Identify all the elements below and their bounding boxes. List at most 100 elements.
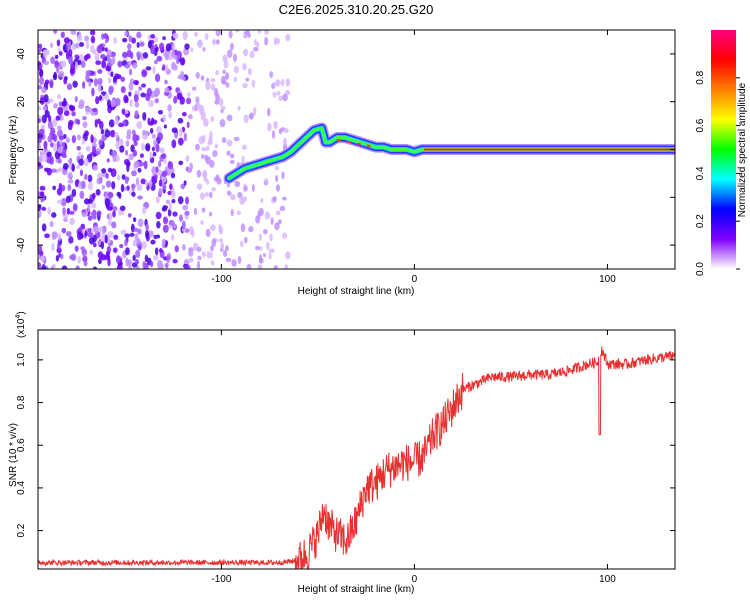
colorbar-tick-label: 0.8 [695, 70, 706, 84]
spectrogram-speckle [274, 166, 280, 171]
spectrogram-speckle [108, 215, 113, 222]
spectrogram-speckle [254, 245, 261, 251]
spectrogram-speckle [197, 255, 202, 261]
spectrogram-speckle [126, 49, 132, 58]
colorbar-tick-label: 0.2 [695, 214, 706, 228]
spectrogram-speckle [198, 107, 205, 115]
spectrogram-speckle [239, 196, 245, 205]
spectrogram-speckle [68, 49, 73, 57]
spectrogram-speckle [124, 31, 128, 37]
spectrogram-speckle [282, 93, 288, 102]
spectrogram-speckle [222, 250, 228, 257]
spectrogram-speckle [55, 254, 60, 262]
spectrogram-speckle [165, 254, 171, 261]
spectrogram-speckle [220, 242, 225, 250]
spectrogram-speckle [244, 236, 248, 244]
spectrogram-speckle [124, 239, 128, 247]
spectrogram-speckle [113, 36, 117, 45]
spectrogram-speckle [67, 184, 72, 191]
spectrogram-speckle [211, 187, 216, 192]
spectrogram-speckle [92, 164, 99, 171]
spectrogram-speckle [145, 142, 151, 152]
spectrogram-speckle [145, 229, 150, 239]
spectrogram-speckle [43, 49, 48, 58]
spectrogram-speckle [122, 37, 128, 43]
spectrogram-speckle [132, 133, 138, 143]
spectrogram-speckle [201, 154, 205, 160]
spectrogram-speckle [68, 119, 74, 126]
spectrogram-speckle [85, 145, 91, 152]
spectrogram-speckle [272, 91, 277, 98]
spectrogram-speckle [285, 33, 291, 42]
spectrogram-speckle [113, 120, 119, 125]
spectrogram-speckle [188, 249, 194, 257]
spectrogram-speckle [65, 138, 70, 144]
spectrogram-speckle [177, 117, 184, 124]
spectrogram-speckle [38, 128, 45, 135]
spectrogram-speckle [189, 225, 194, 235]
spectrogram-speckle [172, 43, 176, 51]
spectrogram-speckle [80, 154, 84, 160]
spectrogram-speckle [53, 30, 58, 34]
spectrogram-speckle [54, 54, 59, 60]
spectrogram-speckle [102, 227, 106, 234]
snr-xtick-label: -100 [211, 574, 231, 585]
spectrogram-speckle [69, 104, 73, 110]
spectrogram-ytick-label: -20 [16, 190, 27, 205]
spectrogram-speckle [169, 183, 173, 190]
spectrogram-speckle [62, 207, 66, 216]
spectrogram-speckle [75, 265, 80, 269]
spectrogram-speckle [112, 247, 118, 253]
spectrogram-speckle [184, 264, 191, 269]
spectrogram-speckle [81, 211, 86, 217]
spectrogram-speckle [230, 153, 235, 159]
spectrogram-speckle [119, 244, 124, 249]
spectrogram-speckle [129, 232, 135, 237]
spectrogram-speckle [96, 210, 102, 217]
spectrogram-speckle [128, 262, 132, 269]
spectrogram-speckle [84, 230, 88, 237]
spectrogram-speckle [88, 237, 95, 245]
spectrogram-speckle [133, 140, 138, 146]
spectrogram-speckle [275, 79, 281, 87]
spectrogram-speckle [271, 130, 276, 139]
spectrogram-speckle [80, 246, 85, 251]
spectrogram-speckle [47, 206, 51, 216]
spectrogram-speckle [201, 170, 208, 178]
spectrogram-speckle [147, 40, 152, 49]
spectrogram-speckle [269, 233, 273, 242]
spectrogram-speckle [119, 205, 126, 211]
spectrogram-speckle [112, 206, 118, 212]
spectrogram-speckle [61, 227, 67, 234]
spectrogram-speckle [137, 167, 142, 173]
spectrogram-speckle [133, 79, 139, 86]
spectrogram-speckle [284, 264, 289, 269]
spectrogram-speckle [255, 214, 261, 224]
spectrogram-speckle [229, 159, 235, 164]
spectrogram-speckle [192, 86, 197, 91]
spectrogram-speckle [176, 92, 183, 100]
spectrogram-speckle [188, 257, 194, 263]
spectrogram-speckle [140, 162, 145, 167]
spectrogram-speckle [39, 185, 46, 191]
spectrogram-speckle [183, 132, 187, 142]
spectrogram-ticks: -100 0 100 -40 -20 0 20 40 [16, 30, 675, 285]
spectrogram-speckle [244, 30, 251, 36]
spectrogram-speckle [60, 184, 66, 192]
spectrogram-speckle [206, 145, 210, 152]
spectrogram-speckle [86, 106, 92, 113]
spectrogram-speckle [89, 249, 93, 256]
spectrogram-speckle [227, 49, 233, 58]
spectrogram-speckle [186, 97, 192, 105]
spectrogram-speckle [43, 140, 48, 149]
spectrogram-speckle [44, 110, 50, 118]
spectrogram-speckle [132, 149, 137, 157]
spectrogram-speckle [107, 167, 113, 173]
spectrogram-speckle [91, 146, 97, 154]
spectrogram-speckle [177, 196, 184, 205]
spectrogram-speckle [154, 73, 161, 83]
spectrogram-speckle [282, 128, 289, 134]
spectrogram-speckle [225, 72, 229, 80]
spectrogram-speckle [202, 47, 206, 52]
spectrogram-speckle [69, 67, 74, 75]
